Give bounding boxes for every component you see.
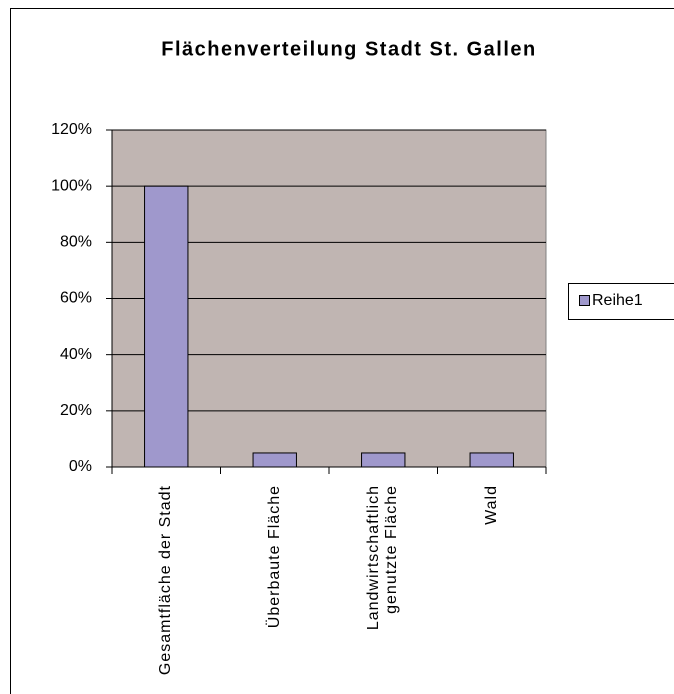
y-tick-label: 0% (69, 458, 92, 475)
bar (361, 452, 406, 468)
chart-title: Flächenverteilung Stadt St. Gallen (161, 38, 537, 60)
y-tick-label: 120% (51, 121, 92, 138)
y-tick-label: 100% (51, 177, 92, 194)
bar (252, 452, 297, 468)
x-tick-label: Gesamtfläche der Stadt (157, 485, 175, 676)
legend-swatch (579, 295, 590, 306)
y-tick-label: 80% (60, 234, 92, 251)
y-tick-label: 40% (60, 346, 92, 363)
bar (469, 452, 514, 468)
x-tick-label: Landwirtschaftlich genutzte Fläche (365, 485, 401, 631)
y-tick-label: 20% (60, 402, 92, 419)
bar (144, 185, 189, 468)
legend-label: Reihe1 (592, 292, 643, 309)
x-tick-label: Wald (482, 485, 500, 525)
x-tick-label: Überbaute Fläche (265, 485, 283, 629)
y-tick-label: 60% (60, 290, 92, 307)
